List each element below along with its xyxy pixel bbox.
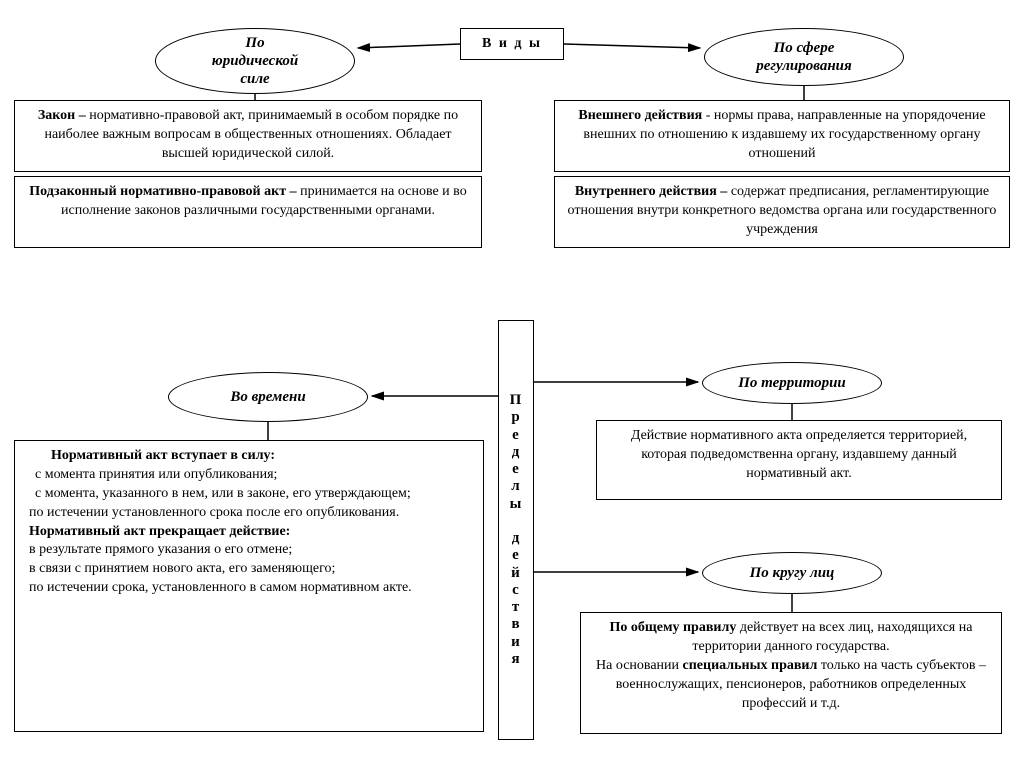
limits-letter: й bbox=[511, 565, 521, 582]
territory-text: Действие нормативного акта определяется … bbox=[631, 428, 967, 481]
limits-letter: П bbox=[510, 392, 523, 409]
limits-letter: т bbox=[512, 599, 520, 616]
box-external-bold: Внешнего действия bbox=[578, 108, 702, 123]
ellipse-time-label: Во времени bbox=[230, 388, 305, 406]
limits-letter: с bbox=[512, 582, 520, 599]
time-l4: в результате прямого указания о его отме… bbox=[29, 541, 469, 560]
ellipse-time: Во времени bbox=[168, 372, 368, 422]
box-sublaw: Подзаконный нормативно-правовой акт – пр… bbox=[14, 176, 482, 248]
persons-b-pre: На основании bbox=[596, 658, 683, 673]
limits-letter: д bbox=[512, 444, 521, 461]
box-internal-bold: Внутреннего действия – bbox=[575, 184, 727, 199]
box-law: Закон – нормативно-правовой акт, принима… bbox=[14, 100, 482, 172]
limits-letter: и bbox=[511, 634, 521, 651]
persons-a-bold: По общему правилу bbox=[610, 620, 737, 635]
box-external: Внешнего действия - нормы права, направл… bbox=[554, 100, 1010, 172]
ellipse-territory: По территории bbox=[702, 362, 882, 404]
time-l6: по истечении срока, установленного в сам… bbox=[29, 579, 469, 598]
limits-letter: е bbox=[512, 547, 520, 564]
ellipse-legal-force: По юридической силе bbox=[155, 28, 355, 94]
limits-letter: д bbox=[512, 530, 521, 547]
time-l2: с момента, указанного в нем, или в закон… bbox=[29, 485, 469, 504]
ellipse-territory-label: По территории bbox=[738, 374, 846, 392]
limits-letter: в bbox=[511, 616, 520, 633]
limits-letter: л bbox=[511, 478, 520, 495]
time-l5: в связи с принятием нового акта, его зам… bbox=[29, 560, 469, 579]
box-sublaw-bold: Подзаконный нормативно-правовой акт – bbox=[29, 184, 296, 199]
limits-vertical-box: Пределы действия bbox=[498, 320, 534, 740]
limits-letter: р bbox=[511, 409, 520, 426]
box-internal: Внутреннего действия – содержат предписа… bbox=[554, 176, 1010, 248]
box-law-bold: Закон – bbox=[38, 108, 86, 123]
box-law-text: нормативно-правовой акт, принимаемый в о… bbox=[44, 108, 458, 161]
ellipse-legal-force-label: По юридической силе bbox=[212, 34, 298, 88]
limits-letter: ы bbox=[510, 496, 523, 513]
ellipse-persons-label: По кругу лиц bbox=[750, 564, 835, 582]
types-label: В и д ы bbox=[482, 35, 542, 54]
ellipse-scope-label: По сфере регулирования bbox=[756, 39, 852, 75]
persons-b-bold: специальных правил bbox=[683, 658, 818, 673]
limits-letter: е bbox=[512, 427, 520, 444]
limits-letter bbox=[514, 513, 519, 530]
time-h1: Нормативный акт вступает в силу: bbox=[51, 448, 275, 463]
ellipse-persons: По кругу лиц bbox=[702, 552, 882, 594]
box-time-details: Нормативный акт вступает в силу: с момен… bbox=[14, 440, 484, 732]
time-l1: с момента принятия или опубликования; bbox=[29, 466, 469, 485]
types-label-box: В и д ы bbox=[460, 28, 564, 60]
ellipse-scope: По сфере регулирования bbox=[704, 28, 904, 86]
time-h2: Нормативный акт прекращает действие: bbox=[29, 524, 290, 539]
limits-letter: е bbox=[512, 461, 520, 478]
time-l3: по истечении установленного срока после … bbox=[29, 504, 469, 523]
box-territory-details: Действие нормативного акта определяется … bbox=[596, 420, 1002, 500]
box-persons-details: По общему правилу действует на всех лиц,… bbox=[580, 612, 1002, 734]
limits-letter: я bbox=[511, 651, 520, 668]
